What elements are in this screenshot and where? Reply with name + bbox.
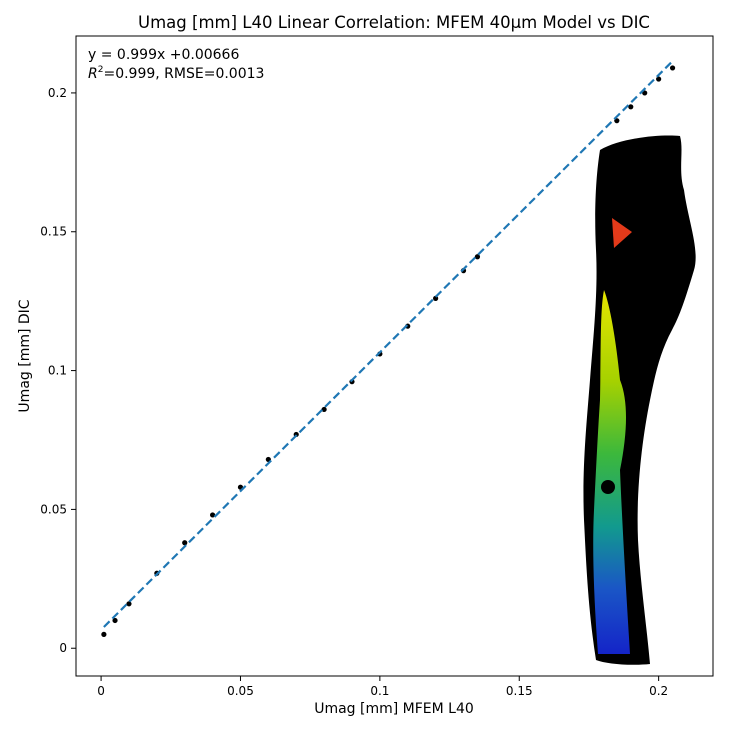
scatter-point <box>321 406 327 413</box>
bone-inset <box>583 135 696 665</box>
x-tick-label: 0.15 <box>506 684 533 698</box>
r2-rest: =0.999, RMSE=0.0013 <box>103 66 264 82</box>
fit-line <box>103 60 674 628</box>
scatter-point <box>182 540 188 546</box>
scatter-point <box>669 65 676 71</box>
fit-equation: y = 0.999x +0.00666 <box>88 47 239 63</box>
x-axis: 0 0.05 0.1 0.15 0.2 <box>97 676 668 698</box>
y-tick-label: 0.2 <box>48 86 67 100</box>
r2-superscript: 2 <box>98 65 104 75</box>
plot-area: y = 0.999x +0.00666 R2=0.999, RMSE=0.001… <box>75 35 714 677</box>
y-tick-label: 0.15 <box>40 225 67 239</box>
y-axis-label: Umag [mm] DIC <box>17 299 33 412</box>
y-tick-label: 0.1 <box>48 364 67 378</box>
r2-symbol: R <box>88 66 98 82</box>
scatter-point <box>474 254 481 260</box>
chart-title: Umag [mm] L40 Linear Correlation: MFEM 4… <box>138 13 650 32</box>
y-axis: 0 0.05 0.1 0.15 0.2 <box>40 86 76 655</box>
x-tick-label: 0.05 <box>227 684 254 698</box>
x-axis-label: Umag [mm] MFEM L40 <box>314 701 474 717</box>
scatter-point <box>126 601 132 607</box>
x-tick-label: 0 <box>97 684 105 698</box>
scatter-point <box>656 76 662 82</box>
scatter-point <box>112 617 118 624</box>
bone-hotspot <box>612 218 632 248</box>
bone-colormap <box>593 290 630 654</box>
scatter-point <box>628 104 634 110</box>
x-tick-label: 0.1 <box>370 684 389 698</box>
y-tick-label: 0.05 <box>40 502 67 516</box>
x-tick-label: 0.2 <box>649 684 668 698</box>
bone-hole <box>601 480 615 494</box>
scatter-point <box>101 631 107 637</box>
y-tick-label: 0 <box>59 641 67 655</box>
fit-stats: R2=0.999, RMSE=0.0013 <box>88 65 264 82</box>
